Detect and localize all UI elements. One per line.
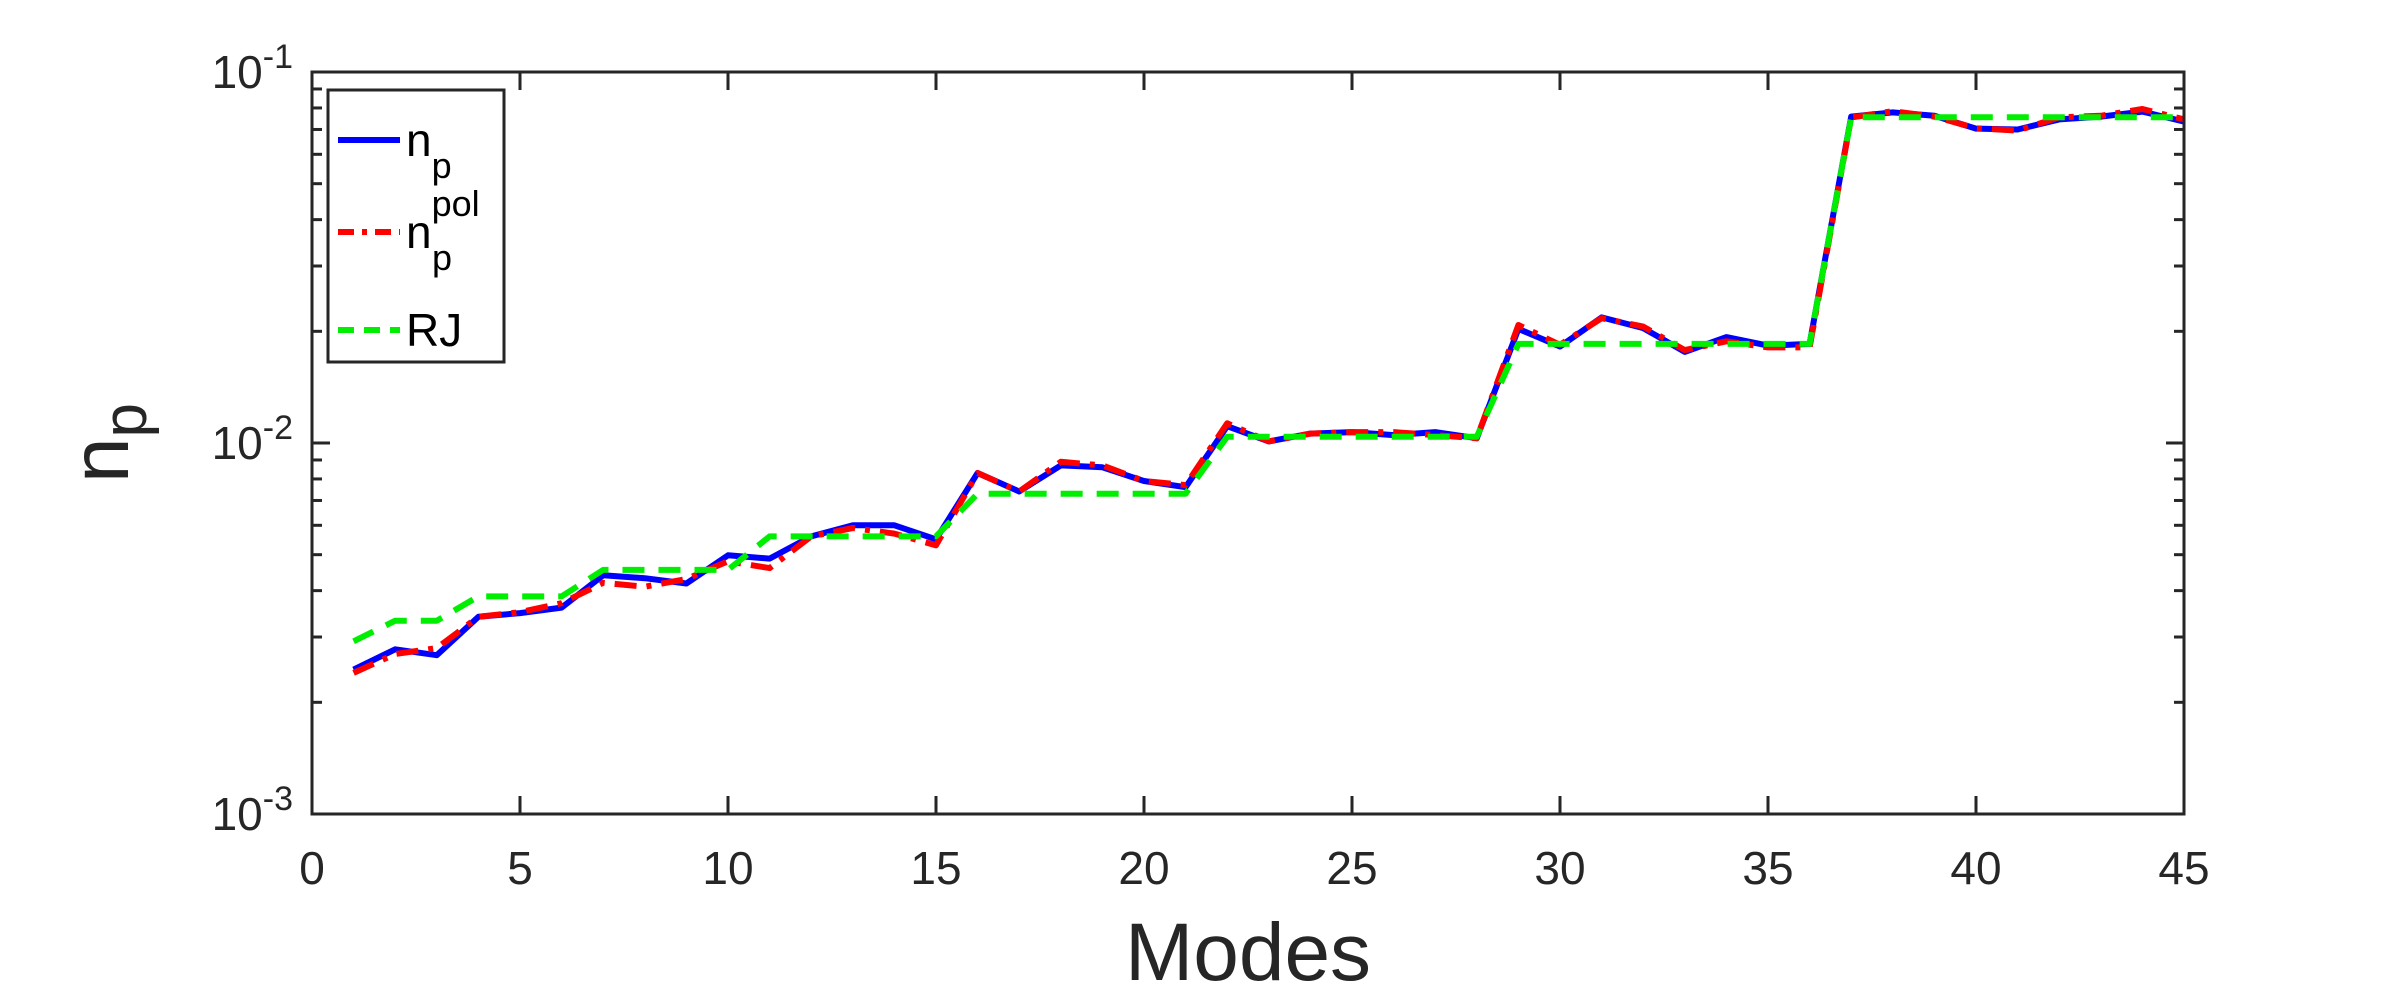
y-tick-base: 10 — [212, 788, 263, 840]
series-line-2 — [352, 114, 2184, 644]
y-tick-label: 10-1 — [212, 38, 293, 98]
x-tick-label: 35 — [1742, 842, 1793, 894]
legend-label-base: n — [406, 206, 432, 258]
legend-label-2: RJ — [406, 304, 462, 356]
series-layer — [352, 106, 2184, 676]
y-axis-title-base: n — [55, 437, 146, 483]
y-tick-base: 10 — [212, 46, 263, 98]
y-tick-exponent: -2 — [263, 409, 293, 447]
x-tick-label: 20 — [1118, 842, 1169, 894]
plot-frame — [310, 70, 2186, 816]
legend-label-1: npol p — [406, 183, 480, 278]
x-tick-label: 15 — [910, 842, 961, 894]
y-tick-label: 10-2 — [212, 409, 293, 469]
y-tick-base: 10 — [212, 417, 263, 469]
legend-label-sub: p — [432, 237, 452, 278]
x-tick-label: 0 — [299, 842, 325, 894]
legend-label-sub: p — [432, 145, 452, 186]
legend-label-sup: pol — [432, 183, 480, 224]
y-tick-exponent: -1 — [263, 38, 293, 76]
legend-label-base: n — [406, 114, 432, 166]
series-line-1 — [352, 106, 2184, 676]
x-axis-title: Modes — [1125, 907, 1371, 998]
x-tick-label: 5 — [507, 842, 533, 894]
legend-label-0: np — [406, 114, 452, 186]
legend-box — [326, 88, 506, 364]
legend-label-base: RJ — [406, 304, 462, 356]
x-tick-label: 25 — [1326, 842, 1377, 894]
y-axis-title-sub: p — [91, 403, 160, 437]
x-tick-label: 30 — [1534, 842, 1585, 894]
x-tick-label: 40 — [1950, 842, 2001, 894]
y-tick-exponent: -3 — [263, 780, 293, 818]
plot-background — [312, 72, 2184, 814]
y-tick-label: 10-3 — [212, 780, 293, 840]
x-tick-label: 45 — [2158, 842, 2209, 894]
y-axis-title: np — [55, 403, 160, 483]
x-tick-label: 10 — [702, 842, 753, 894]
